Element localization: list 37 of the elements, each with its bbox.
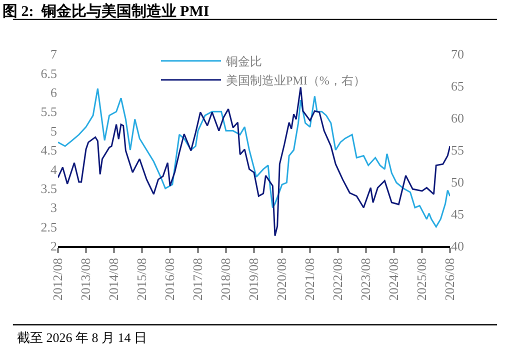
chart-title: 图 2: 铜金比与美国制造业 PMI [2,2,210,20]
x-tick-label: 2026/08 [442,258,458,301]
x-tick-label: 2015/08 [134,258,150,301]
x-tick-label: 2022/08 [330,258,346,301]
legend-label: 铜金比 [225,54,262,68]
x-tick-label: 2019/08 [246,258,262,301]
y-tick-label: 6 [50,84,58,100]
y2-tick-label: 65 [451,78,464,94]
text: 截至 2026 年 8 月 14 日 [17,330,147,345]
legend-label: 美国制造业PMI（%，右） [226,74,366,88]
y-tick-label: 2 [50,238,57,254]
y2-tick-label: 70 [451,46,464,62]
y-tick-label: 2.5 [40,219,57,234]
y2-tick-label: 55 [451,142,464,158]
y-tick-label: 5 [50,123,57,138]
x-tick-label: 2024/08 [386,258,402,301]
y2-tick-label: 60 [451,110,464,126]
y-tick-label: 7 [50,46,58,62]
x-tick-label: 2021/08 [302,258,318,301]
y-tick-label: 3.5 [40,180,57,196]
x-tick-label: 2012/08 [50,258,66,301]
x-tick-label: 2013/08 [78,258,94,301]
x-tick-label: 2016/08 [162,258,178,301]
y-tick-label: 5.5 [40,104,57,120]
y2-tick-label: 45 [451,206,464,222]
x-tick-label: 2018/08 [218,258,234,301]
x-tick-label: 2014/08 [106,258,122,301]
y2-tick-label: 50 [451,174,464,190]
y2-tick-label: 40 [451,238,464,254]
x-tick-label: 2020/08 [274,258,290,301]
y-tick-label: 6.5 [40,66,57,81]
x-tick-label: 2017/08 [190,258,206,301]
x-tick-label: 2025/08 [414,258,430,301]
y-tick-label: 4 [50,162,58,177]
y-tick-label: 3 [50,200,57,216]
x-tick-label: 2023/08 [358,258,374,301]
y-tick-label: 4.5 [40,142,57,158]
